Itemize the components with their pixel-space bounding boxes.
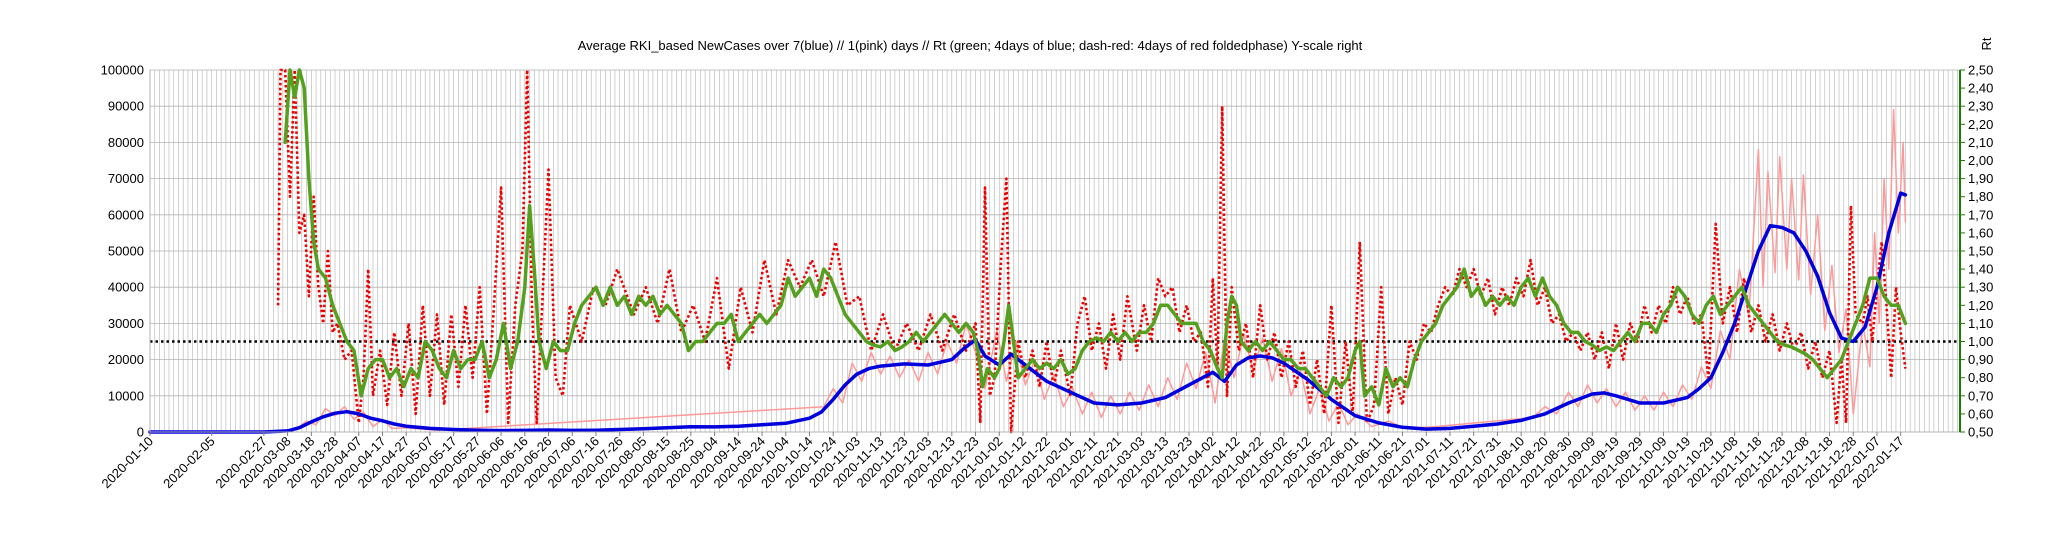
right-axis-label: Rt — [1979, 37, 1994, 50]
y-right-tick-label: 1,70 — [1968, 207, 1993, 222]
series-rt-green — [283, 68, 1908, 407]
y-right-tick-label: 2,50 — [1968, 63, 1993, 78]
y-right-tick-label: 1,10 — [1968, 316, 1993, 331]
y-right-tick-label: 0,70 — [1968, 388, 1993, 403]
y-right-tick-label: 0,80 — [1968, 370, 1993, 385]
y-right-tick-label: 0,90 — [1968, 352, 1993, 367]
y-left-tick-label: 0 — [137, 425, 144, 440]
x-tick-label: 2020-01-10 — [98, 434, 156, 492]
y-right-tick-label: 0,50 — [1968, 425, 1993, 440]
y-right-tick-label: 1,20 — [1968, 298, 1993, 313]
y-right-tick-label: 1,00 — [1968, 334, 1993, 349]
y-right-tick-label: 2,00 — [1968, 153, 1993, 168]
chart-title: Average RKI_based NewCases over 7(blue) … — [578, 38, 1363, 53]
y-left-tick-label: 30000 — [108, 316, 144, 331]
y-right-tick-label: 2,40 — [1968, 81, 1993, 96]
y-right-tick-label: 1,60 — [1968, 225, 1993, 240]
y-right-tick-label: 2,20 — [1968, 117, 1993, 132]
y-left-tick-label: 20000 — [108, 352, 144, 367]
series-1day-cases — [296, 109, 1907, 431]
y-right-tick-label: 1,90 — [1968, 171, 1993, 186]
y-right-tick-label: 2,30 — [1968, 99, 1993, 114]
y-left-tick-label: 70000 — [108, 171, 144, 186]
y-left-tick-label: 90000 — [108, 99, 144, 114]
series-7day-average — [148, 191, 1908, 434]
y-left-tick-label: 80000 — [108, 135, 144, 150]
y-left-tick-label: 60000 — [108, 207, 144, 222]
x-tick-label: 2020-02-05 — [160, 434, 218, 492]
y-right-tick-label: 1,80 — [1968, 189, 1993, 204]
series-layer — [148, 68, 1960, 434]
y-right-tick-label: 1,30 — [1968, 280, 1993, 295]
y-right-tick-label: 0,60 — [1968, 406, 1993, 421]
y-right-tick-label: 1,50 — [1968, 244, 1993, 259]
y-left-tick-label: 10000 — [108, 388, 144, 403]
y-right-tick-label: 2,10 — [1968, 135, 1993, 150]
y-left-tick-label: 50000 — [108, 244, 144, 259]
y-left-tick-label: 100000 — [101, 63, 144, 78]
y-right-tick-label: 1,40 — [1968, 262, 1993, 277]
y-left-tick-label: 40000 — [108, 280, 144, 295]
